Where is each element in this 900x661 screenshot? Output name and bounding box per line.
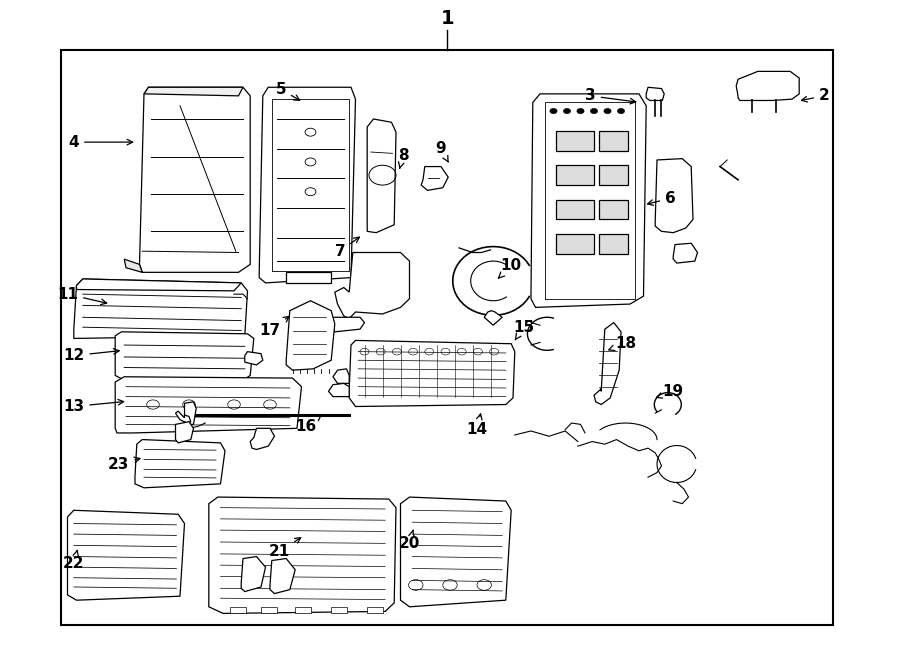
- Polygon shape: [115, 332, 254, 380]
- Text: 7: 7: [335, 237, 359, 258]
- Polygon shape: [209, 497, 396, 613]
- Polygon shape: [115, 377, 302, 433]
- Polygon shape: [367, 119, 396, 233]
- Polygon shape: [556, 200, 594, 219]
- Polygon shape: [598, 165, 628, 185]
- Text: 21: 21: [268, 537, 301, 559]
- Polygon shape: [349, 340, 515, 407]
- Text: 8: 8: [398, 148, 409, 169]
- Text: 23: 23: [108, 457, 140, 471]
- Polygon shape: [68, 510, 184, 600]
- Text: 15: 15: [513, 320, 535, 340]
- Text: 6: 6: [648, 191, 676, 206]
- Polygon shape: [367, 607, 383, 613]
- Polygon shape: [184, 402, 196, 424]
- Text: 10: 10: [499, 258, 522, 278]
- Text: 11: 11: [57, 287, 106, 305]
- Polygon shape: [144, 87, 243, 96]
- Text: 2: 2: [802, 89, 830, 103]
- Polygon shape: [646, 87, 664, 100]
- Polygon shape: [259, 87, 356, 283]
- Circle shape: [590, 108, 598, 114]
- Polygon shape: [286, 301, 335, 370]
- Polygon shape: [598, 234, 628, 254]
- Polygon shape: [295, 607, 311, 613]
- Polygon shape: [245, 352, 263, 365]
- Text: 4: 4: [68, 135, 132, 149]
- Polygon shape: [270, 559, 295, 594]
- Polygon shape: [556, 165, 594, 185]
- Polygon shape: [124, 259, 142, 272]
- Polygon shape: [484, 311, 502, 325]
- Polygon shape: [335, 253, 410, 319]
- Polygon shape: [261, 607, 277, 613]
- Polygon shape: [655, 159, 693, 233]
- Text: 17: 17: [259, 317, 289, 338]
- Polygon shape: [331, 607, 347, 613]
- Polygon shape: [176, 411, 191, 423]
- Bar: [61, 50, 833, 625]
- Polygon shape: [230, 607, 246, 613]
- Text: 3: 3: [585, 89, 635, 104]
- Polygon shape: [421, 167, 448, 190]
- Circle shape: [563, 108, 571, 114]
- Polygon shape: [598, 200, 628, 219]
- Text: 18: 18: [608, 336, 636, 351]
- Polygon shape: [556, 234, 594, 254]
- Text: 1: 1: [440, 9, 454, 28]
- Polygon shape: [400, 497, 511, 607]
- Polygon shape: [333, 369, 349, 383]
- Polygon shape: [594, 323, 621, 405]
- Text: 9: 9: [436, 141, 448, 162]
- Polygon shape: [556, 131, 594, 151]
- Polygon shape: [135, 440, 225, 488]
- Text: 13: 13: [63, 399, 123, 414]
- Text: 14: 14: [466, 414, 488, 437]
- Polygon shape: [286, 272, 331, 283]
- Polygon shape: [241, 557, 266, 592]
- Text: 12: 12: [63, 348, 119, 363]
- Polygon shape: [328, 383, 349, 397]
- Text: 5: 5: [275, 82, 300, 100]
- Polygon shape: [673, 243, 698, 263]
- Polygon shape: [531, 94, 646, 307]
- Polygon shape: [176, 422, 194, 443]
- Text: 22: 22: [63, 550, 85, 570]
- Circle shape: [550, 108, 557, 114]
- Polygon shape: [250, 428, 274, 449]
- Text: 20: 20: [399, 530, 420, 551]
- Polygon shape: [140, 87, 250, 272]
- Circle shape: [577, 108, 584, 114]
- Text: 19: 19: [656, 384, 684, 399]
- Polygon shape: [74, 279, 248, 338]
- Text: 16: 16: [295, 415, 321, 434]
- Circle shape: [617, 108, 625, 114]
- Polygon shape: [333, 317, 364, 332]
- Circle shape: [604, 108, 611, 114]
- Polygon shape: [736, 71, 799, 100]
- Polygon shape: [598, 131, 628, 151]
- Polygon shape: [76, 279, 241, 291]
